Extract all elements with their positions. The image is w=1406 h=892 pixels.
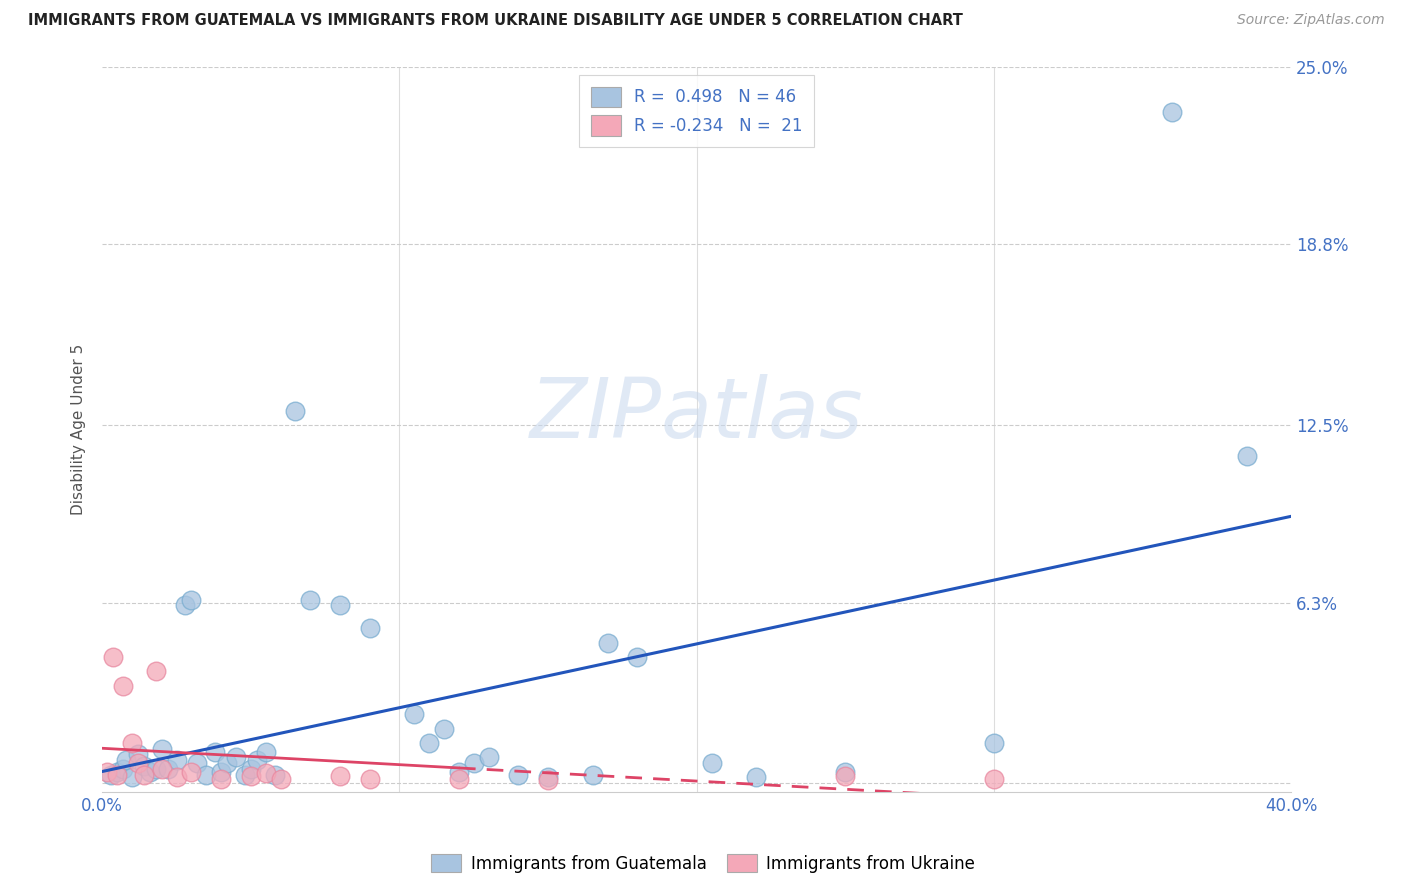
Point bbox=[121, 736, 143, 750]
Point bbox=[239, 762, 262, 776]
Point bbox=[111, 679, 134, 693]
Point bbox=[582, 767, 605, 781]
Point bbox=[246, 753, 269, 767]
Point bbox=[983, 736, 1005, 750]
Point bbox=[233, 767, 256, 781]
Point bbox=[111, 762, 134, 776]
Point bbox=[284, 403, 307, 417]
Point bbox=[834, 769, 856, 783]
Point bbox=[433, 722, 456, 736]
Point bbox=[537, 770, 560, 784]
Point bbox=[329, 769, 352, 783]
Point bbox=[463, 756, 485, 770]
Point bbox=[700, 756, 723, 770]
Point bbox=[745, 770, 768, 784]
Point bbox=[127, 756, 149, 770]
Legend: Immigrants from Guatemala, Immigrants from Ukraine: Immigrants from Guatemala, Immigrants fr… bbox=[425, 847, 981, 880]
Point bbox=[447, 772, 470, 786]
Point bbox=[139, 764, 162, 779]
Point bbox=[596, 635, 619, 649]
Text: ZIPatlas: ZIPatlas bbox=[530, 374, 863, 455]
Point bbox=[150, 762, 173, 776]
Point bbox=[217, 756, 239, 770]
Y-axis label: Disability Age Under 5: Disability Age Under 5 bbox=[72, 343, 86, 515]
Point bbox=[166, 770, 188, 784]
Point bbox=[263, 767, 285, 781]
Point bbox=[478, 750, 501, 764]
Legend: R =  0.498   N = 46, R = -0.234   N =  21: R = 0.498 N = 46, R = -0.234 N = 21 bbox=[579, 75, 814, 147]
Point bbox=[626, 650, 648, 665]
Point bbox=[239, 769, 262, 783]
Text: IMMIGRANTS FROM GUATEMALA VS IMMIGRANTS FROM UKRAINE DISABILITY AGE UNDER 5 CORR: IMMIGRANTS FROM GUATEMALA VS IMMIGRANTS … bbox=[28, 13, 963, 29]
Point bbox=[180, 764, 202, 779]
Point bbox=[209, 772, 232, 786]
Point bbox=[204, 745, 226, 759]
Point bbox=[270, 772, 292, 786]
Point bbox=[132, 767, 155, 781]
Point bbox=[115, 753, 138, 767]
Point bbox=[96, 764, 118, 779]
Point bbox=[150, 741, 173, 756]
Point bbox=[254, 766, 277, 780]
Point bbox=[359, 772, 381, 786]
Point bbox=[1161, 105, 1184, 120]
Point bbox=[209, 764, 232, 779]
Point bbox=[101, 650, 124, 665]
Point bbox=[834, 764, 856, 779]
Point bbox=[254, 745, 277, 759]
Point bbox=[121, 770, 143, 784]
Point bbox=[100, 767, 122, 781]
Point bbox=[166, 753, 188, 767]
Point bbox=[983, 772, 1005, 786]
Point bbox=[225, 750, 247, 764]
Point bbox=[180, 592, 202, 607]
Point bbox=[105, 764, 128, 779]
Point bbox=[329, 599, 352, 613]
Point bbox=[1236, 450, 1258, 464]
Point bbox=[145, 665, 167, 679]
Point bbox=[132, 759, 155, 773]
Point bbox=[174, 599, 197, 613]
Point bbox=[105, 767, 128, 781]
Point bbox=[537, 773, 560, 788]
Point bbox=[127, 747, 149, 762]
Point bbox=[508, 767, 530, 781]
Point bbox=[156, 762, 179, 776]
Point bbox=[195, 767, 218, 781]
Text: Source: ZipAtlas.com: Source: ZipAtlas.com bbox=[1237, 13, 1385, 28]
Point bbox=[359, 621, 381, 635]
Point bbox=[145, 762, 167, 776]
Point bbox=[299, 592, 322, 607]
Point bbox=[186, 756, 208, 770]
Point bbox=[447, 764, 470, 779]
Point bbox=[404, 707, 426, 722]
Point bbox=[418, 736, 440, 750]
